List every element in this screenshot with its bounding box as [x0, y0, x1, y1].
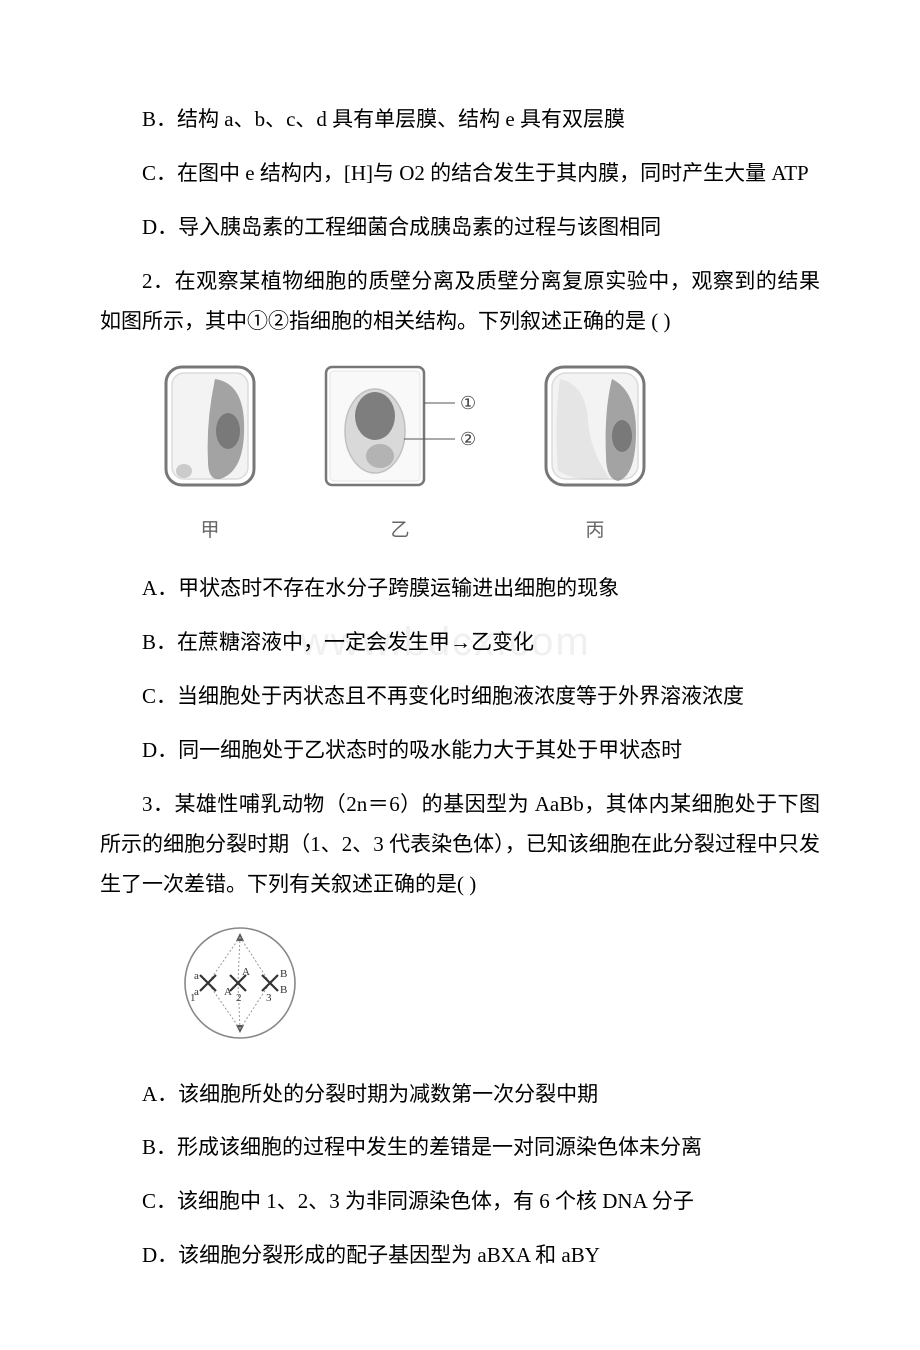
q2-label-yi: 乙 [390, 513, 409, 549]
q2-figure-bing: 丙 [540, 361, 650, 549]
svg-text:3: 3 [266, 992, 272, 1004]
q2-option-a: A．甲状态时不存在水分子跨膜运输进出细胞的现象 [100, 569, 820, 609]
svg-text:a: a [194, 970, 199, 982]
q2-option-b: B．在蔗糖溶液中，一定会发生甲→乙变化 [100, 623, 820, 663]
q2-figure-yi: ① ② 乙 [320, 361, 480, 549]
q1-option-c: C．在图中 e 结构内，[H]与 O2 的结合发生于其内膜，同时产生大量 ATP [100, 154, 820, 194]
q3-option-d: D．该细胞分裂形成的配子基因型为 aBXA 和 aBY [100, 1236, 820, 1276]
q2-label-bing: 丙 [585, 513, 604, 549]
q2-figure-row: 甲 ① ② 乙 [160, 361, 820, 549]
cell-yi-svg: ① ② [320, 361, 480, 491]
q2-option-c: C．当细胞处于丙状态且不再变化时细胞液浓度等于外界溶液浓度 [100, 677, 820, 717]
svg-text:B: B [280, 968, 287, 980]
q2-option-d: D．同一细胞处于乙状态时的吸水能力大于其处于甲状态时 [100, 731, 820, 771]
q1-option-b: B．结构 a、b、c、d 具有单层膜、结构 e 具有双层膜 [100, 100, 820, 140]
cell-bing-svg [540, 361, 650, 491]
q3-stem: 3．某雄性哺乳动物（2n＝6）的基因型为 AaBb，其体内某细胞处于下图所示的细… [100, 785, 820, 905]
cell-jia-svg [160, 361, 260, 491]
q2-stem: 2．在观察某植物细胞的质壁分离及质壁分离复原实验中，观察到的结果如图所示，其中①… [100, 262, 820, 342]
q2-figure-jia: 甲 [160, 361, 260, 549]
cell-division-svg: a a 1 A A 2 B B 3 [180, 923, 310, 1043]
svg-text:B: B [280, 984, 287, 996]
q3-option-b: B．形成该细胞的过程中发生的差错是一对同源染色体未分离 [100, 1128, 820, 1168]
svg-text:A: A [224, 986, 232, 998]
svg-text:A: A [242, 966, 250, 978]
q3-option-c: C．该细胞中 1、2、3 为非同源染色体，有 6 个核 DNA 分子 [100, 1182, 820, 1222]
q3-figure: a a 1 A A 2 B B 3 [180, 923, 820, 1057]
svg-text:2: 2 [236, 992, 242, 1004]
q1-option-d: D．导入胰岛素的工程细菌合成胰岛素的过程与该图相同 [100, 208, 820, 248]
svg-text:1: 1 [190, 992, 196, 1004]
q3-option-a: A．该细胞所处的分裂时期为减数第一次分裂中期 [100, 1075, 820, 1115]
q2-label-jia: 甲 [200, 513, 219, 549]
pointer-two: ② [460, 429, 476, 449]
pointer-one: ① [460, 393, 476, 413]
